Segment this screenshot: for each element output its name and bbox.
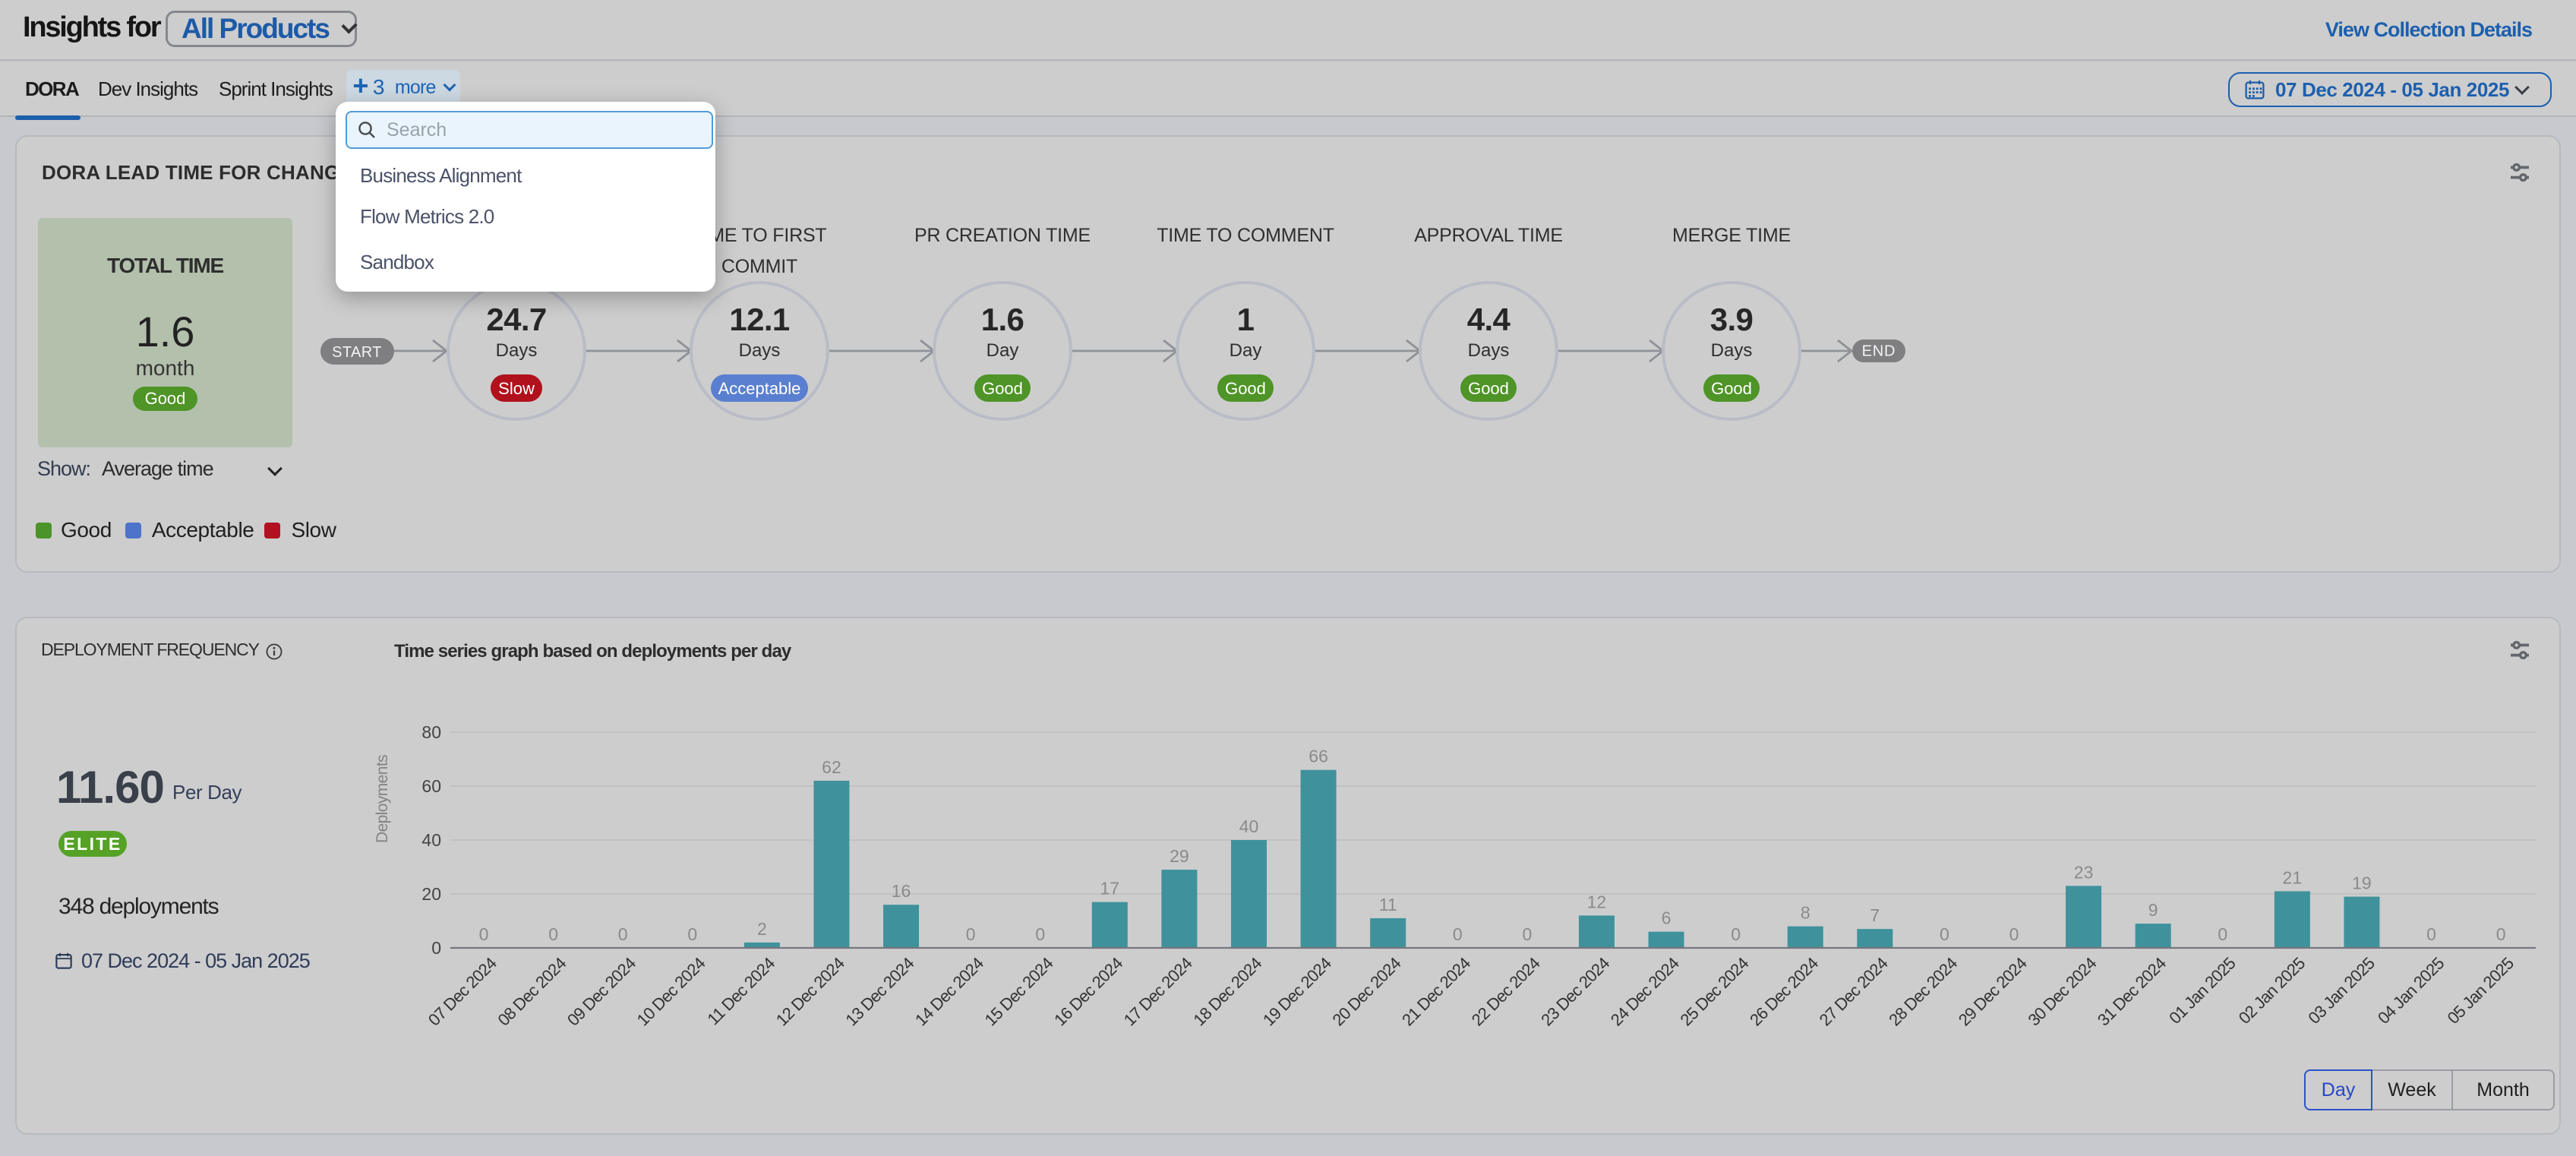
svg-text:START: START (332, 344, 382, 361)
svg-text:TIME TO COMMENT: TIME TO COMMENT (1157, 225, 1334, 246)
svg-text:08 Dec 2024: 08 Dec 2024 (494, 953, 570, 1029)
svg-text:21: 21 (2283, 867, 2303, 887)
svg-text:Days: Days (1468, 340, 1510, 361)
svg-text:4.4: 4.4 (1467, 302, 1511, 337)
svg-text:Day: Day (987, 340, 1019, 361)
svg-text:20: 20 (421, 884, 441, 904)
svg-text:Good: Good (1225, 379, 1266, 398)
svg-text:62: 62 (822, 757, 841, 777)
svg-text:12.1: 12.1 (729, 302, 790, 337)
svg-text:9: 9 (2148, 900, 2158, 920)
svg-text:Acceptable: Acceptable (718, 379, 801, 398)
svg-text:01 Jan 2025: 01 Jan 2025 (2165, 953, 2239, 1027)
svg-text:MERGE TIME: MERGE TIME (1672, 225, 1791, 246)
svg-text:17: 17 (1100, 879, 1120, 899)
svg-text:Good: Good (1468, 379, 1509, 398)
svg-text:27 Dec 2024: 27 Dec 2024 (1816, 953, 1892, 1029)
svg-text:17 Dec 2024: 17 Dec 2024 (1120, 953, 1196, 1029)
svg-text:PR CREATION TIME: PR CREATION TIME (914, 225, 1091, 246)
svg-text:6: 6 (1662, 908, 1672, 928)
svg-text:11: 11 (1379, 895, 1397, 914)
svg-text:80: 80 (421, 722, 441, 742)
svg-text:66: 66 (1309, 747, 1328, 766)
svg-text:24 Dec 2024: 24 Dec 2024 (1607, 953, 1683, 1029)
svg-text:3.9: 3.9 (1710, 302, 1754, 337)
svg-text:8: 8 (1801, 903, 1810, 923)
svg-text:13 Dec 2024: 13 Dec 2024 (841, 953, 917, 1029)
svg-text:02 Jan 2025: 02 Jan 2025 (2235, 953, 2309, 1027)
svg-text:24.7: 24.7 (486, 302, 546, 337)
svg-text:23: 23 (2074, 862, 2094, 882)
svg-text:25 Dec 2024: 25 Dec 2024 (1676, 953, 1752, 1029)
svg-text:0: 0 (1940, 924, 1949, 944)
svg-text:APPROVAL TIME: APPROVAL TIME (1414, 225, 1563, 246)
svg-text:07 Dec 2024: 07 Dec 2024 (425, 953, 500, 1029)
svg-text:0: 0 (431, 938, 441, 958)
svg-text:0: 0 (687, 924, 697, 944)
svg-text:09 Dec 2024: 09 Dec 2024 (564, 953, 639, 1029)
svg-text:10 Dec 2024: 10 Dec 2024 (633, 953, 709, 1029)
svg-text:Days: Days (739, 340, 781, 361)
svg-text:29 Dec 2024: 29 Dec 2024 (1955, 953, 2031, 1029)
svg-text:16: 16 (892, 881, 911, 901)
svg-text:31 Dec 2024: 31 Dec 2024 (2094, 953, 2170, 1029)
svg-text:11 Dec 2024: 11 Dec 2024 (703, 953, 778, 1028)
svg-text:40: 40 (421, 830, 441, 850)
svg-text:Good: Good (1711, 379, 1752, 398)
svg-text:0: 0 (966, 924, 976, 944)
svg-text:04 Jan 2025: 04 Jan 2025 (2374, 953, 2448, 1027)
svg-text:21 Dec 2024: 21 Dec 2024 (1398, 953, 1474, 1029)
svg-text:0: 0 (1453, 924, 1463, 944)
svg-text:12 Dec 2024: 12 Dec 2024 (772, 953, 848, 1029)
svg-text:18 Dec 2024: 18 Dec 2024 (1189, 953, 1265, 1029)
svg-text:03 Jan 2025: 03 Jan 2025 (2304, 953, 2378, 1027)
svg-text:29: 29 (1170, 846, 1189, 866)
svg-text:Deployments: Deployments (374, 755, 391, 843)
svg-text:0: 0 (548, 924, 558, 944)
svg-text:0: 0 (618, 924, 628, 944)
svg-text:60: 60 (421, 776, 441, 796)
svg-text:0: 0 (2496, 924, 2506, 944)
svg-text:Days: Days (1711, 340, 1753, 361)
svg-text:12: 12 (1587, 892, 1607, 911)
svg-text:Good: Good (982, 379, 1023, 398)
svg-text:28 Dec 2024: 28 Dec 2024 (1885, 953, 1961, 1029)
svg-text:15 Dec 2024: 15 Dec 2024 (981, 953, 1057, 1029)
svg-text:END: END (1862, 343, 1896, 360)
svg-text:0: 0 (1522, 924, 1532, 944)
svg-text:0: 0 (2009, 924, 2019, 944)
svg-text:7: 7 (1870, 905, 1880, 925)
svg-text:2: 2 (757, 919, 767, 939)
svg-text:Slow: Slow (498, 379, 535, 398)
svg-text:16 Dec 2024: 16 Dec 2024 (1050, 953, 1126, 1029)
svg-text:40: 40 (1239, 816, 1259, 836)
svg-text:Day: Day (1230, 340, 1262, 361)
svg-text:0: 0 (2218, 924, 2227, 944)
svg-text:26 Dec 2024: 26 Dec 2024 (1746, 953, 1822, 1029)
svg-text:1: 1 (1237, 302, 1255, 337)
svg-text:23 Dec 2024: 23 Dec 2024 (1537, 953, 1613, 1029)
svg-text:1.6: 1.6 (981, 302, 1024, 337)
svg-text:0: 0 (1731, 924, 1741, 944)
svg-text:19: 19 (2352, 873, 2372, 893)
svg-text:20 Dec 2024: 20 Dec 2024 (1329, 953, 1405, 1029)
svg-text:05 Jan 2025: 05 Jan 2025 (2444, 953, 2518, 1027)
svg-text:0: 0 (2426, 924, 2436, 944)
svg-text:Days: Days (496, 340, 538, 361)
svg-text:30 Dec 2024: 30 Dec 2024 (2024, 953, 2100, 1029)
svg-text:COMMIT: COMMIT (721, 256, 797, 277)
svg-text:0: 0 (479, 924, 489, 944)
svg-text:19 Dec 2024: 19 Dec 2024 (1259, 953, 1335, 1029)
svg-text:0: 0 (1035, 924, 1045, 944)
svg-text:22 Dec 2024: 22 Dec 2024 (1468, 953, 1544, 1029)
svg-text:14 Dec 2024: 14 Dec 2024 (911, 953, 987, 1029)
